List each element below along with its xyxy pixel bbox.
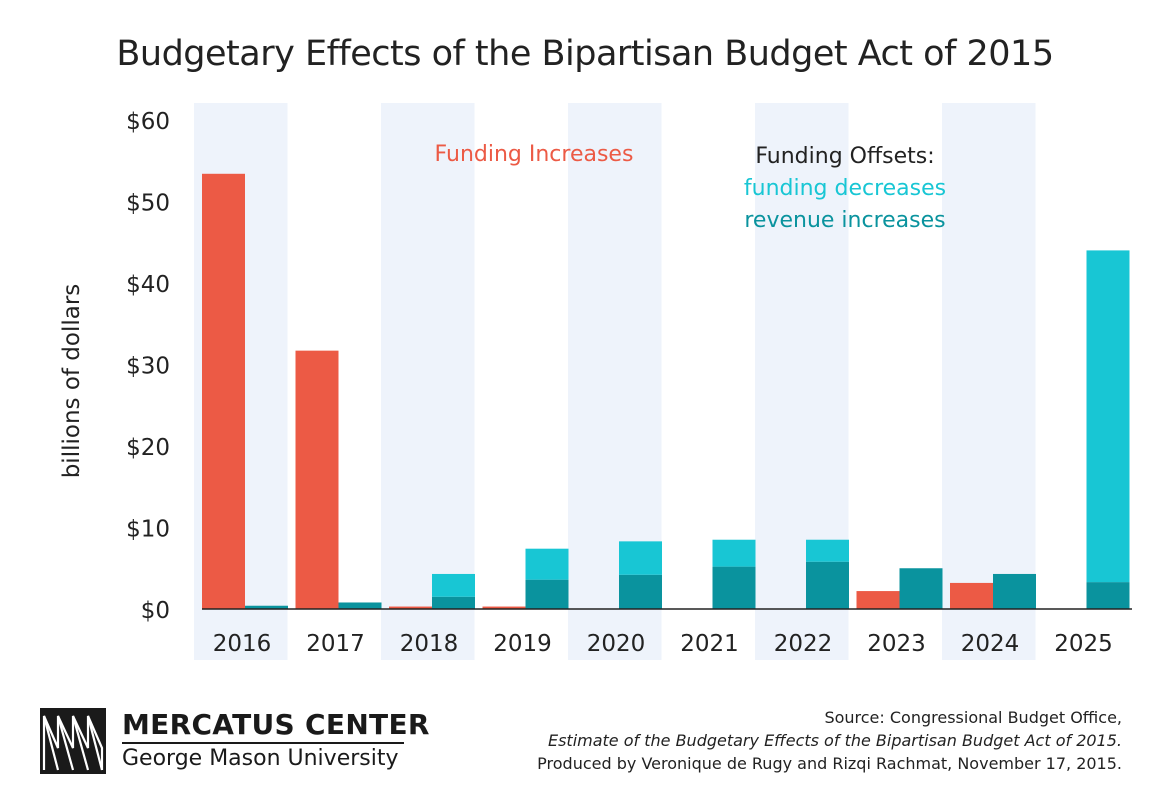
bar-revenue-2016 — [245, 605, 288, 609]
bar-decrease-2019 — [525, 548, 569, 580]
bar-revenue-2018 — [432, 596, 475, 609]
bars — [202, 173, 1130, 610]
x-ticks: 2016 2017 2018 2019 2020 2021 2022 2023 2024 2025 — [213, 631, 1113, 657]
mercatus-logo: MERCATUS CENTER George Mason University — [40, 708, 429, 774]
bar-decrease-2018 — [432, 573, 475, 597]
x-tick-2019: 2019 — [493, 631, 552, 657]
x-tick-2023: 2023 — [867, 631, 926, 657]
source-line-1: Source: Congressional Budget Office, — [824, 708, 1122, 727]
y-tick-0: $0 — [141, 598, 170, 624]
y-tick-40: $40 — [126, 272, 170, 298]
bar-revenue-2019 — [525, 579, 569, 609]
bar-decrease-2025 — [1086, 250, 1130, 583]
logo-divider — [122, 742, 404, 744]
band-2024 — [942, 103, 1036, 660]
bar-revenue-2021 — [712, 566, 756, 609]
x-tick-2020: 2020 — [587, 631, 646, 657]
bar-revenue-2024 — [993, 573, 1036, 609]
bar-revenue-2022 — [806, 561, 849, 609]
chart-title: Budgetary Effects of the Bipartisan Budg… — [116, 34, 1054, 74]
bar-decrease-2020 — [619, 541, 662, 575]
bar-revenue-2017 — [338, 602, 382, 609]
bar-revenue-2020 — [619, 574, 662, 609]
logo-subtitle: George Mason University — [122, 746, 399, 771]
bar-chart: $0 $10 $20 $30 $40 $50 $60 2016 2017 2018 2019 202… — [126, 103, 1132, 660]
y-tick-50: $50 — [126, 191, 170, 217]
source-line-3: Produced by Veronique de Rugy and Rizqi … — [537, 754, 1122, 773]
y-ticks: $0 $10 $20 $30 $40 $50 $60 — [126, 109, 170, 624]
source-line-2: Estimate of the Budgetary Effects of the… — [547, 731, 1122, 750]
y-tick-20: $20 — [126, 435, 170, 461]
y-tick-10: $10 — [126, 517, 170, 543]
bar-revenue-2023 — [899, 568, 943, 609]
x-tick-2016: 2016 — [213, 631, 272, 657]
bar-increase-2019 — [482, 606, 526, 609]
legend-funding-offsets-heading: Funding Offsets: — [755, 144, 934, 169]
x-tick-2018: 2018 — [400, 631, 459, 657]
bar-increase-2018 — [389, 606, 432, 609]
band-2018 — [381, 103, 475, 660]
legend-funding-decreases: funding decreases — [744, 176, 946, 201]
source-note: Source: Congressional Budget Office, Est… — [537, 706, 1122, 775]
logo-name: MERCATUS CENTER — [122, 708, 430, 741]
bar-increase-2017 — [295, 350, 339, 609]
x-tick-2025: 2025 — [1054, 631, 1113, 657]
alternating-bands — [194, 103, 1036, 660]
y-tick-30: $30 — [126, 354, 170, 380]
bar-increase-2024 — [950, 582, 993, 609]
x-tick-2017: 2017 — [306, 631, 365, 657]
bar-decrease-2022 — [806, 539, 849, 562]
legend-revenue-increases: revenue increases — [744, 208, 945, 233]
x-tick-2024: 2024 — [961, 631, 1020, 657]
bar-increase-2023 — [856, 591, 900, 609]
y-tick-60: $60 — [126, 109, 170, 135]
bar-increase-2016 — [202, 173, 245, 610]
bar-revenue-2025 — [1086, 582, 1130, 609]
mercatus-logo-mark-icon — [40, 708, 106, 774]
x-tick-2021: 2021 — [680, 631, 739, 657]
legend: Funding Increases Funding Offsets: funding… — [435, 142, 947, 233]
x-tick-2022: 2022 — [774, 631, 833, 657]
legend-funding-increases: Funding Increases — [435, 142, 634, 167]
bar-decrease-2021 — [712, 539, 756, 567]
